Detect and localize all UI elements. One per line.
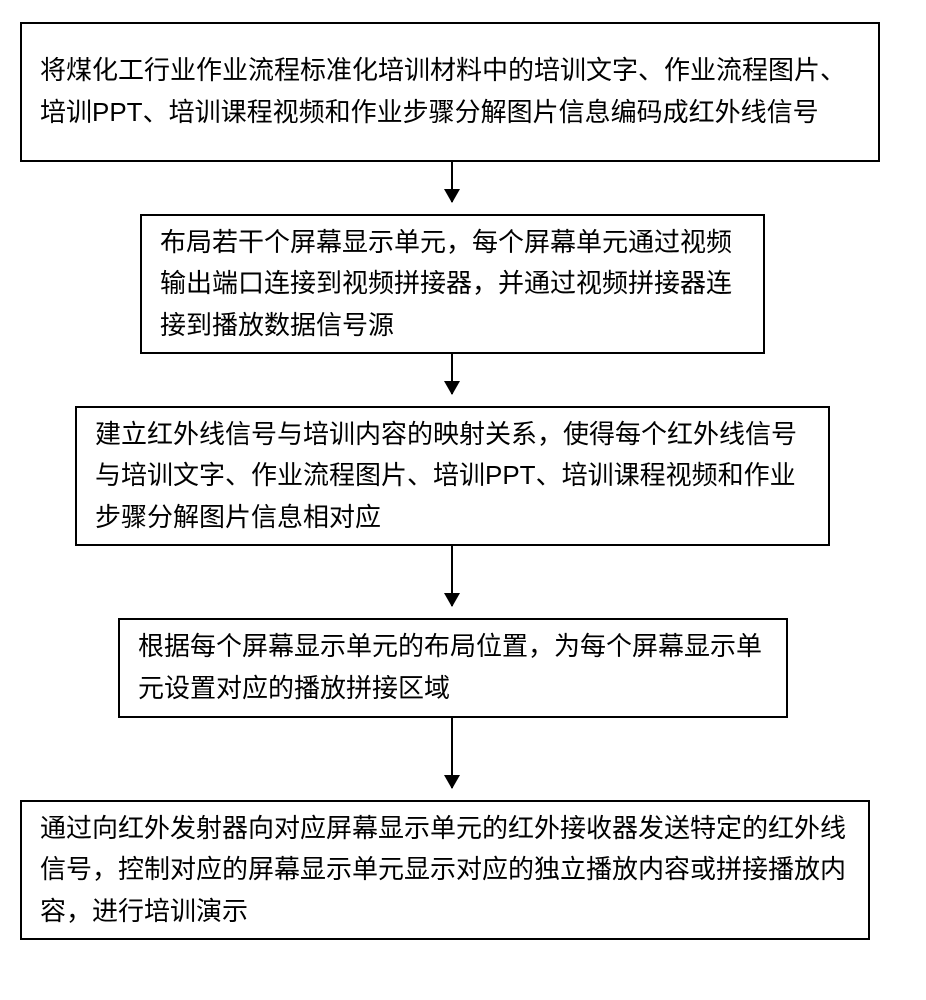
node-text: 布局若干个屏幕显示单元，每个屏幕单元通过视频输出端口连接到视频拼接器，并通过视频… xyxy=(160,222,745,347)
flowchart-arrow-2 xyxy=(451,354,453,394)
flowchart-container: 将煤化工行业作业流程标准化培训材料中的培训文字、作业流程图片、培训PPT、培训课… xyxy=(0,0,926,1000)
node-text: 根据每个屏幕显示单元的布局位置，为每个屏幕显示单元设置对应的播放拼接区域 xyxy=(138,626,768,709)
node-text: 通过向红外发射器向对应屏幕显示单元的红外接收器发送特定的红外线信号，控制对应的屏… xyxy=(40,808,850,933)
node-text: 建立红外线信号与培训内容的映射关系，使得每个红外线信号与培训文字、作业流程图片、… xyxy=(95,414,810,539)
flowchart-arrow-3 xyxy=(451,546,453,606)
flowchart-node-4: 根据每个屏幕显示单元的布局位置，为每个屏幕显示单元设置对应的播放拼接区域 xyxy=(118,618,788,718)
flowchart-node-2: 布局若干个屏幕显示单元，每个屏幕单元通过视频输出端口连接到视频拼接器，并通过视频… xyxy=(140,214,765,354)
flowchart-arrow-4 xyxy=(451,718,453,788)
flowchart-arrow-1 xyxy=(451,162,453,202)
node-text: 将煤化工行业作业流程标准化培训材料中的培训文字、作业流程图片、培训PPT、培训课… xyxy=(40,50,860,133)
flowchart-node-1: 将煤化工行业作业流程标准化培训材料中的培训文字、作业流程图片、培训PPT、培训课… xyxy=(20,22,880,162)
flowchart-node-5: 通过向红外发射器向对应屏幕显示单元的红外接收器发送特定的红外线信号，控制对应的屏… xyxy=(20,800,870,940)
flowchart-node-3: 建立红外线信号与培训内容的映射关系，使得每个红外线信号与培训文字、作业流程图片、… xyxy=(75,406,830,546)
